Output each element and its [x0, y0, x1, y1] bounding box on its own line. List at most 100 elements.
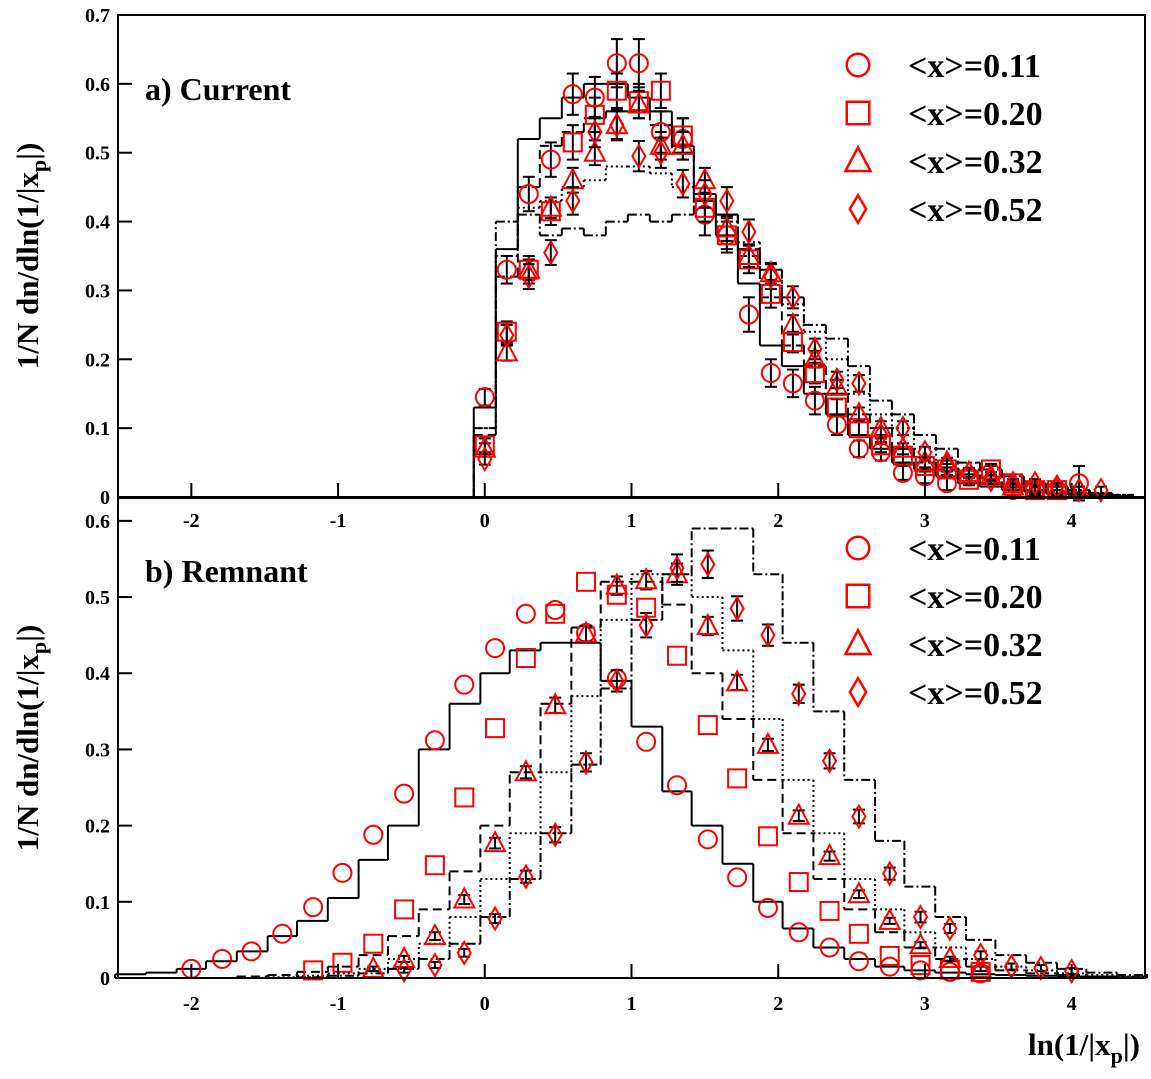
data-point	[666, 645, 687, 666]
data-point	[973, 942, 989, 969]
data-point	[697, 715, 718, 736]
data-point	[543, 692, 567, 715]
data-point	[696, 612, 720, 635]
data-point	[521, 263, 537, 290]
data-point	[891, 435, 915, 458]
data-point	[725, 669, 749, 692]
data-point	[908, 932, 933, 955]
data-point	[628, 53, 649, 74]
data-point	[787, 802, 811, 825]
data-point	[1063, 958, 1080, 985]
x-tick-label: 0	[480, 510, 490, 532]
x-tick-label: 1	[627, 510, 637, 532]
data-point	[474, 387, 495, 408]
data-point	[565, 187, 581, 214]
data-point	[851, 803, 867, 830]
data-point	[760, 363, 781, 384]
legend-marker	[845, 100, 871, 126]
data-point	[878, 907, 902, 930]
x-axis-label-main: ln(1/|x	[1028, 1027, 1111, 1062]
x-tick-label: 2	[773, 510, 783, 532]
data-point	[515, 603, 536, 624]
data-point	[423, 922, 447, 946]
data-point	[697, 829, 718, 850]
data-point	[873, 422, 889, 448]
data-point	[485, 718, 506, 739]
x-tick-label: -2	[183, 510, 200, 532]
error-bar	[654, 72, 667, 109]
legend-label: <x>=0.20	[908, 579, 1043, 616]
data-point	[562, 132, 583, 153]
y-tick-label: 0.4	[85, 212, 110, 234]
data-point	[671, 132, 695, 155]
data-point	[788, 872, 809, 892]
y-tick-label: 0.4	[85, 663, 110, 685]
legend-label: <x>=0.20	[908, 96, 1043, 133]
y-tick-label: 0.5	[85, 143, 110, 165]
data-point	[879, 945, 900, 966]
data-point	[791, 680, 807, 707]
legend-label: <x>=0.32	[908, 144, 1043, 181]
data-point	[634, 567, 658, 590]
data-point	[804, 390, 825, 411]
data-point	[605, 572, 629, 595]
data-point	[847, 401, 871, 424]
data-point	[427, 952, 443, 979]
data-point	[631, 143, 647, 170]
panel-title: b) Remnant	[145, 553, 308, 589]
data-point	[807, 335, 823, 362]
x-axis-label-sub: p	[1111, 1043, 1123, 1068]
y-tick-label: 0.6	[85, 74, 110, 96]
data-point	[829, 366, 845, 393]
y-tick-label: 0.3	[85, 739, 110, 761]
error-bar	[852, 406, 865, 423]
data-point	[826, 397, 847, 418]
data-point	[487, 905, 503, 932]
data-point	[738, 304, 759, 325]
data-point	[545, 603, 566, 624]
error-bar	[823, 752, 836, 770]
data-point	[606, 53, 627, 74]
data-point	[781, 311, 805, 334]
data-point	[485, 638, 506, 659]
data-point	[851, 370, 867, 397]
data-point	[737, 242, 761, 265]
data-point	[424, 730, 445, 751]
data-point	[606, 80, 627, 101]
data-point	[819, 937, 840, 958]
x-tick-label: 0	[480, 993, 490, 1015]
data-point	[969, 955, 993, 978]
data-point	[700, 551, 716, 578]
data-point	[272, 923, 293, 944]
data-point	[1005, 470, 1021, 497]
data-point	[669, 555, 685, 582]
x-tick-label: -2	[183, 993, 200, 1015]
y-tick-label: 0.1	[85, 418, 110, 440]
data-point	[518, 863, 534, 890]
data-point	[496, 259, 517, 280]
data-point	[574, 620, 598, 643]
data-point	[675, 170, 691, 197]
data-point	[587, 119, 603, 146]
x-tick-label: 4	[1067, 510, 1077, 532]
data-point	[782, 373, 803, 394]
data-point	[424, 855, 445, 876]
data-point	[518, 184, 539, 205]
data-point	[912, 904, 929, 931]
data-point	[821, 747, 838, 774]
data-point	[578, 749, 594, 776]
data-point	[910, 955, 931, 976]
data-point	[562, 84, 583, 105]
data-point	[719, 187, 735, 214]
data-point	[1071, 477, 1087, 504]
data-point	[803, 346, 827, 369]
x-axis-label-end: |)	[1123, 1027, 1140, 1062]
x-tick-label: 2	[773, 993, 783, 1015]
data-point	[636, 731, 657, 752]
data-point	[303, 897, 324, 918]
data-point	[394, 899, 415, 920]
data-point	[763, 263, 779, 290]
legend-marker	[843, 627, 873, 656]
data-point	[609, 112, 625, 139]
data-point	[539, 194, 563, 217]
